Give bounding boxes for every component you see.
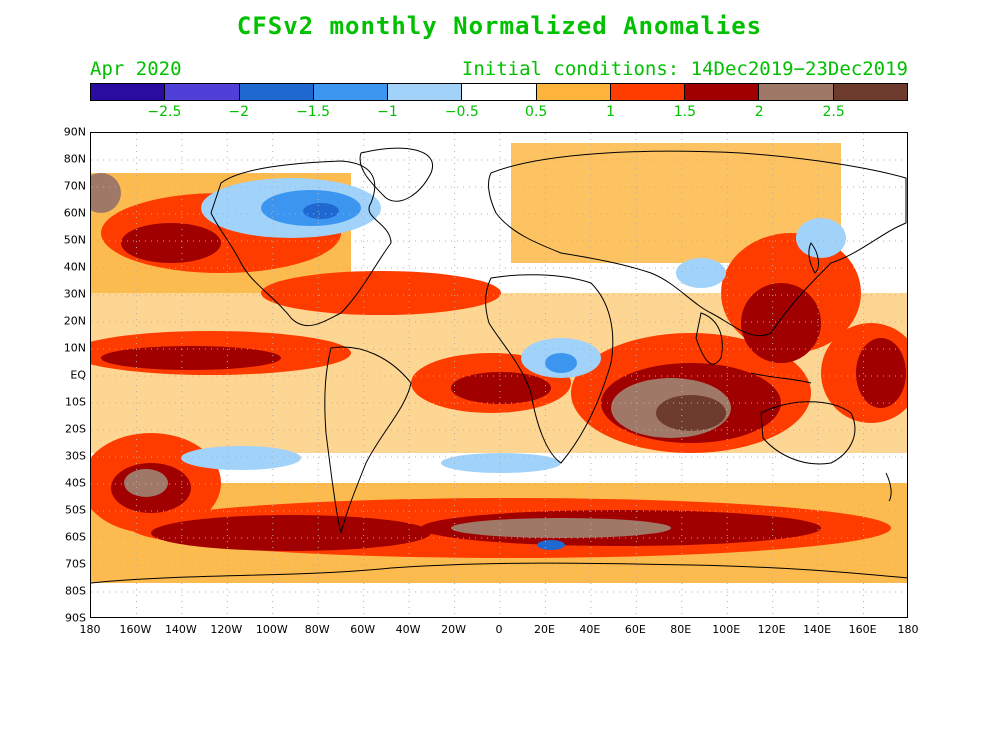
map-title: CFSv2 monthly Normalized Anomalies <box>236 12 763 40</box>
anomaly-so-extreme <box>451 518 671 538</box>
anomaly-eq-pacific-core <box>101 346 281 370</box>
anomaly-warmpool-core <box>856 338 906 408</box>
colorbar-label: −1 <box>377 104 398 120</box>
lat-label: 90N <box>63 125 86 139</box>
colorbar-label: 1 <box>606 104 615 120</box>
coast-north-america <box>210 160 392 327</box>
colorbar-label: −0.5 <box>444 104 479 120</box>
lon-label: 100E <box>712 623 741 636</box>
colorbar-swatch <box>685 84 760 100</box>
lat-label: 40S <box>65 476 86 490</box>
lon-label: 120W <box>210 623 243 636</box>
lat-label: 80N <box>63 152 86 166</box>
lon-label: 60W <box>350 623 376 636</box>
coast-new-zealand <box>885 472 892 502</box>
lat-label: 10N <box>63 341 86 355</box>
coast-japan <box>808 242 819 274</box>
anomaly-pacific-core <box>121 223 221 263</box>
anomaly-atlantic-red <box>261 271 501 315</box>
lat-label: 20S <box>65 422 86 436</box>
lon-label: 20W <box>441 623 466 636</box>
colorbar-swatch <box>388 84 463 100</box>
anomaly-so-core-west <box>151 515 431 551</box>
coast-south-america <box>324 346 412 534</box>
colorbar-swatch <box>759 84 834 100</box>
lat-label: 70N <box>63 179 86 193</box>
anomaly-map-svg <box>91 133 907 617</box>
lon-label: 160E <box>848 623 877 636</box>
coast-africa <box>485 274 614 464</box>
anomaly-south-atlantic-cold <box>441 453 561 473</box>
anomaly-canada-max <box>303 203 339 219</box>
anomaly-sw-pacific-extreme <box>124 469 168 497</box>
lon-label: 0 <box>495 623 503 636</box>
anomaly-japan-cold <box>796 218 846 258</box>
colorbar-label: 0.5 <box>525 104 548 120</box>
lat-label: 30N <box>63 287 86 301</box>
lon-label: 20E <box>533 623 555 636</box>
lon-label: 160W <box>119 623 152 636</box>
anomaly-bering-extreme <box>91 173 121 213</box>
lat-label: 60S <box>65 530 86 544</box>
lat-label: 10S <box>65 395 86 409</box>
target-month: Apr 2020 <box>90 58 182 80</box>
colorbar-label: −2 <box>228 104 250 120</box>
coast-antarctica <box>91 562 907 584</box>
colorbar-swatch <box>239 84 314 100</box>
anomaly-tibet-cold <box>676 258 726 288</box>
colorbar-label: 1.5 <box>673 104 697 120</box>
lon-label: 80W <box>304 623 330 636</box>
coast-greenland <box>359 147 434 202</box>
colorbar-label: 2.5 <box>822 104 845 120</box>
lon-label: 40E <box>579 623 601 636</box>
colorbar-label: −1.5 <box>296 104 331 120</box>
lat-label: 60N <box>63 206 86 220</box>
lon-label: 140E <box>803 623 832 636</box>
anomaly-se-pacific-cold <box>181 446 301 470</box>
anomaly-so-cold-spot <box>537 540 565 550</box>
anomaly-indian-max <box>656 395 726 431</box>
initial-conditions: Initial conditions: 14Dec2019−23Dec2019 <box>461 58 908 80</box>
colorbar-swatch <box>165 84 240 100</box>
lat-label: 20N <box>63 314 86 328</box>
coast-australia <box>760 401 856 465</box>
lon-label: 140W <box>164 623 197 636</box>
anomaly-map <box>90 132 908 618</box>
colorbar-swatch <box>610 84 686 100</box>
lat-label: EQ <box>70 368 86 382</box>
colorbar-swatch <box>462 84 537 100</box>
colorbar <box>90 83 908 101</box>
colorbar-swatch <box>91 84 166 100</box>
graticule-grid <box>91 133 907 617</box>
lon-label: 40W <box>395 623 421 636</box>
anomaly-fields <box>91 143 907 583</box>
lat-label: 70S <box>65 557 86 571</box>
lon-label: 100W <box>255 623 288 636</box>
lat-label: 40N <box>63 260 86 274</box>
lon-label: 180 <box>897 623 919 636</box>
lon-label: 80E <box>670 623 692 636</box>
colorbar-label: 2 <box>754 104 764 120</box>
coast-eurasia <box>488 150 907 337</box>
coastlines <box>91 147 907 584</box>
lat-label: 80S <box>65 584 86 598</box>
lat-label: 90S <box>65 611 86 625</box>
coast-indonesia <box>750 372 812 384</box>
colorbar-swatch <box>536 84 611 100</box>
lon-label: 120E <box>757 623 786 636</box>
lat-label: 50S <box>65 503 86 517</box>
lat-label: 30S <box>65 449 86 463</box>
anomaly-atlantic-core <box>451 372 551 404</box>
anomaly-africa-core <box>545 353 577 373</box>
lon-label: 180 <box>79 623 101 636</box>
colorbar-swatch <box>313 84 389 100</box>
anomaly-scs-core <box>741 283 821 363</box>
colorbar-label: −2.5 <box>147 104 182 120</box>
lon-label: 60E <box>624 623 646 636</box>
coast-india <box>695 312 723 365</box>
colorbar-swatch <box>833 84 907 100</box>
lat-label: 50N <box>63 233 86 247</box>
